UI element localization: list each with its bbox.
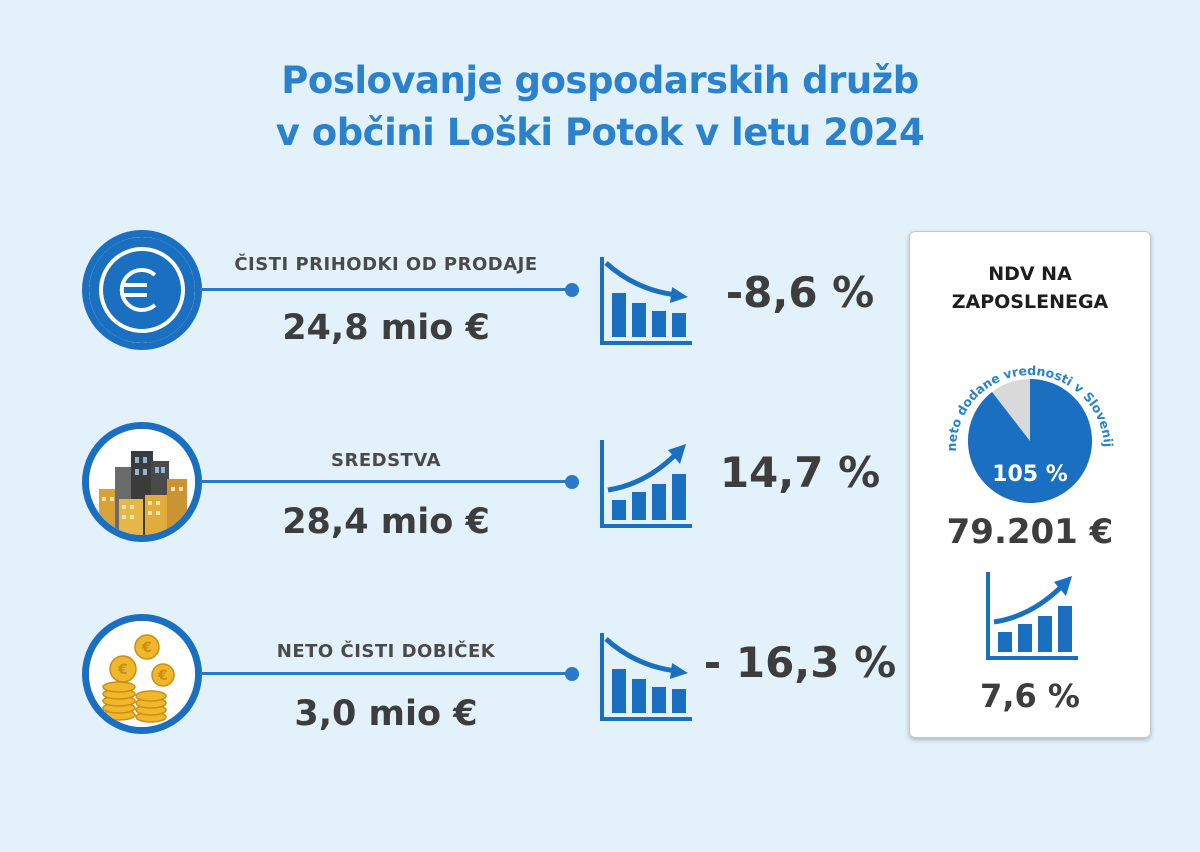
buildings-icon (82, 422, 202, 542)
connector-dot (565, 475, 579, 489)
trend-up-icon (986, 572, 1078, 660)
pie-slice (968, 379, 1092, 503)
metric-row-assets: SREDSTVA 28,4 mio € 14,7 % (0, 422, 900, 552)
metric-change: - 16,3 % (703, 638, 897, 687)
metric-change: 14,7 % (719, 448, 881, 497)
ndv-title-line-1: NDV NA (988, 263, 1072, 285)
metric-label: ČISTI PRIHODKI OD PRODAJE (234, 254, 538, 275)
metric-value: 3,0 mio € (294, 694, 478, 734)
ndv-title: NDV NA ZAPOSLENEGA (910, 260, 1150, 316)
metric-value: 28,4 mio € (282, 502, 490, 542)
metric-change: -8,6 % (725, 268, 875, 317)
ndv-value: 79.201 € (946, 512, 1114, 552)
ndv-card: NDV NA ZAPOSLENEGA neto dodane vrednosti… (909, 231, 1151, 738)
metric-label: NETO ČISTI DOBIČEK (276, 641, 496, 662)
metric-row-revenue: ČISTI PRIHODKI OD PRODAJE 24,8 mio € -8,… (0, 230, 900, 360)
coins-icon: € € € (82, 614, 202, 734)
svg-text:€: € (117, 662, 128, 678)
euro-icon (82, 230, 202, 350)
metric-label: SREDSTVA (331, 450, 441, 471)
svg-text:€: € (157, 668, 168, 684)
ndv-change: 7,6 % (980, 677, 1080, 715)
trend-down-icon (600, 633, 692, 721)
svg-text:€: € (141, 640, 152, 656)
trend-up-icon (600, 440, 692, 528)
connector-dot (565, 283, 579, 297)
page-title-line-2: v občini Loški Potok v letu 2024 (275, 111, 925, 154)
connector-dot (565, 667, 579, 681)
metric-row-net-profit: € € € NETO ČISTI DOBIČEK 3,0 mio € - 16,… (0, 614, 900, 744)
page-title: Poslovanje gospodarskih družb v občini L… (0, 55, 1200, 159)
metric-value: 24,8 mio € (282, 308, 490, 348)
connector-line (200, 672, 572, 675)
page-title-line-1: Poslovanje gospodarskih družb (281, 59, 919, 102)
ndv-title-line-2: ZAPOSLENEGA (951, 291, 1109, 313)
connector-line (200, 480, 572, 483)
ndv-pie-chart: neto dodane vrednosti v Sloveniji 105 % (930, 337, 1116, 503)
trend-down-icon (600, 257, 692, 345)
connector-line (200, 288, 572, 291)
pie-label: 105 % (992, 462, 1068, 487)
